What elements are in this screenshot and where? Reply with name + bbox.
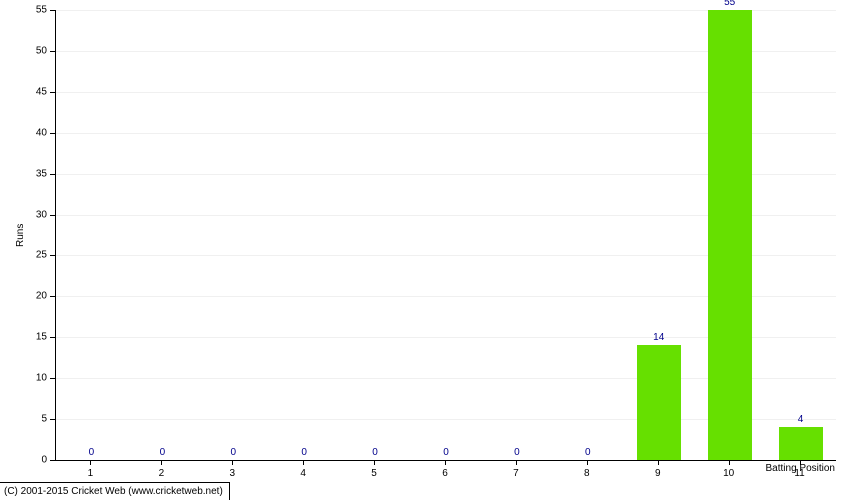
x-tick-label: 8	[584, 468, 590, 479]
bar-value-label: 0	[230, 447, 236, 458]
x-tick-label: 10	[723, 468, 734, 479]
x-tick	[232, 460, 233, 465]
x-tick-label: 4	[300, 468, 306, 479]
bar	[779, 427, 823, 460]
y-tick	[50, 10, 55, 11]
y-tick	[50, 174, 55, 175]
y-tick	[50, 133, 55, 134]
bar-value-label: 0	[301, 447, 307, 458]
bar-value-label: 14	[653, 332, 664, 343]
x-tick-label: 3	[229, 468, 235, 479]
x-tick	[90, 460, 91, 465]
y-tick	[50, 255, 55, 256]
x-tick-label: 1	[88, 468, 94, 479]
y-tick	[50, 92, 55, 93]
x-tick-label: 5	[371, 468, 377, 479]
y-tick-label: 35	[0, 168, 47, 179]
x-tick	[658, 460, 659, 465]
y-tick	[50, 337, 55, 338]
plot-area: 0000000014554	[55, 10, 836, 461]
x-tick	[445, 460, 446, 465]
bar	[708, 10, 752, 460]
x-tick-label: 7	[513, 468, 519, 479]
y-tick	[50, 296, 55, 297]
x-tick	[800, 460, 801, 465]
y-tick-label: 45	[0, 86, 47, 97]
y-tick-label: 15	[0, 332, 47, 343]
y-tick-label: 40	[0, 127, 47, 138]
x-tick	[729, 460, 730, 465]
y-tick	[50, 460, 55, 461]
y-tick	[50, 215, 55, 216]
x-tick	[516, 460, 517, 465]
y-tick-label: 20	[0, 291, 47, 302]
chart-container: 0000000014554 Runs Batting Position (C) …	[0, 0, 850, 500]
x-tick	[161, 460, 162, 465]
y-tick-label: 30	[0, 209, 47, 220]
y-axis-title: Runs	[15, 224, 26, 247]
bar-value-label: 4	[798, 414, 804, 425]
copyright-text: (C) 2001-2015 Cricket Web (www.cricketwe…	[0, 482, 230, 500]
bar-value-label: 0	[89, 447, 95, 458]
x-tick-label: 6	[442, 468, 448, 479]
x-tick	[374, 460, 375, 465]
y-tick-label: 10	[0, 373, 47, 384]
y-tick-label: 25	[0, 250, 47, 261]
bar	[637, 345, 681, 460]
bar-value-label: 0	[443, 447, 449, 458]
x-tick-label: 2	[159, 468, 165, 479]
y-tick-label: 0	[0, 455, 47, 466]
y-tick	[50, 51, 55, 52]
bar-value-label: 0	[585, 447, 591, 458]
x-tick	[303, 460, 304, 465]
x-tick-label: 9	[655, 468, 661, 479]
y-tick-label: 5	[0, 414, 47, 425]
y-tick	[50, 378, 55, 379]
bar-value-label: 0	[160, 447, 166, 458]
y-tick-label: 55	[0, 5, 47, 16]
bar-value-label: 55	[724, 0, 735, 8]
x-tick	[587, 460, 588, 465]
y-tick-label: 50	[0, 45, 47, 56]
bar-value-label: 0	[372, 447, 378, 458]
x-tick-label: 11	[794, 468, 804, 479]
bar-value-label: 0	[514, 447, 520, 458]
y-tick	[50, 419, 55, 420]
